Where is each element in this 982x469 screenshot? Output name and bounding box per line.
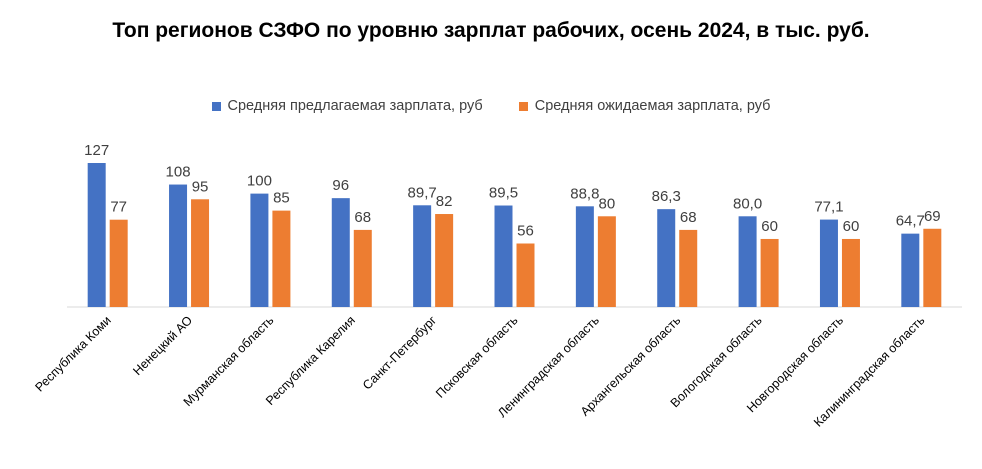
data-label-offered-9: 77,1 bbox=[814, 199, 843, 216]
x-tick-label-4: Санкт-Петербург bbox=[360, 313, 440, 393]
bar-offered-8 bbox=[738, 216, 757, 307]
bar-expected-6 bbox=[597, 216, 616, 307]
x-tick-label-3: Республика Карелия bbox=[263, 313, 358, 408]
legend: Средняя предлагаемая зарплата, руб Средн… bbox=[0, 98, 982, 114]
legend-swatch-expected bbox=[518, 101, 528, 111]
bar-offered-10 bbox=[901, 233, 920, 307]
data-label-offered-2: 100 bbox=[247, 173, 272, 190]
x-tick-label-2: Мурманская область bbox=[181, 313, 277, 409]
data-label-expected-9: 60 bbox=[843, 218, 860, 235]
x-tick-label-5: Псковская область bbox=[433, 313, 521, 401]
data-label-expected-8: 60 bbox=[761, 218, 778, 235]
data-label-expected-6: 80 bbox=[599, 195, 616, 212]
legend-item-expected: Средняя ожидаемая зарплата, руб bbox=[518, 98, 771, 114]
legend-label-expected: Средняя ожидаемая зарплата, руб bbox=[534, 98, 771, 114]
data-label-offered-1: 108 bbox=[166, 164, 191, 181]
bar-offered-7 bbox=[657, 209, 676, 307]
bar-offered-0 bbox=[87, 163, 106, 307]
bar-offered-4 bbox=[413, 205, 432, 307]
data-label-offered-8: 80,0 bbox=[733, 195, 762, 212]
bar-expected-2 bbox=[272, 210, 291, 307]
bar-expected-0 bbox=[109, 219, 128, 307]
bar-expected-10 bbox=[923, 228, 942, 307]
data-label-expected-10: 69 bbox=[924, 208, 941, 225]
bar-offered-5 bbox=[494, 205, 513, 307]
data-label-offered-10: 64,7 bbox=[896, 213, 925, 230]
bar-offered-2 bbox=[250, 193, 269, 307]
legend-item-offered: Средняя предлагаемая зарплата, руб bbox=[211, 98, 483, 114]
data-label-offered-3: 96 bbox=[332, 177, 349, 194]
data-label-expected-0: 77 bbox=[110, 199, 127, 216]
data-label-expected-2: 85 bbox=[273, 190, 290, 207]
data-label-expected-3: 68 bbox=[354, 209, 371, 226]
x-tick-label-8: Вологодская область bbox=[668, 313, 765, 410]
legend-swatch-offered bbox=[211, 101, 221, 111]
data-label-expected-5: 56 bbox=[517, 223, 534, 240]
data-label-expected-4: 82 bbox=[436, 193, 453, 210]
data-label-offered-5: 89,5 bbox=[489, 185, 518, 202]
bar-offered-3 bbox=[331, 198, 350, 307]
legend-label-offered: Средняя предлагаемая зарплата, руб bbox=[227, 98, 483, 114]
bar-expected-7 bbox=[679, 229, 698, 307]
x-tick-label-0: Республика Коми bbox=[32, 313, 113, 394]
chart-title: Топ регионов СЗФО по уровню зарплат рабо… bbox=[112, 19, 870, 42]
bar-offered-1 bbox=[169, 184, 188, 307]
bar-expected-8 bbox=[760, 238, 779, 307]
data-label-offered-7: 86,3 bbox=[652, 188, 681, 205]
bar-expected-1 bbox=[191, 199, 210, 307]
bar-expected-5 bbox=[516, 243, 535, 307]
data-label-expected-7: 68 bbox=[680, 209, 697, 226]
data-label-offered-4: 89,7 bbox=[408, 184, 437, 201]
bar-expected-4 bbox=[435, 214, 454, 307]
data-label-offered-0: 127 bbox=[84, 142, 109, 159]
bar-offered-6 bbox=[575, 206, 594, 307]
bar-expected-3 bbox=[353, 229, 372, 307]
data-label-expected-1: 95 bbox=[192, 178, 209, 195]
x-tick-label-1: Ненецкий АО bbox=[130, 313, 195, 378]
data-label-offered-6: 88,8 bbox=[570, 185, 599, 202]
bar-offered-9 bbox=[819, 219, 838, 307]
bar-expected-9 bbox=[841, 238, 860, 307]
